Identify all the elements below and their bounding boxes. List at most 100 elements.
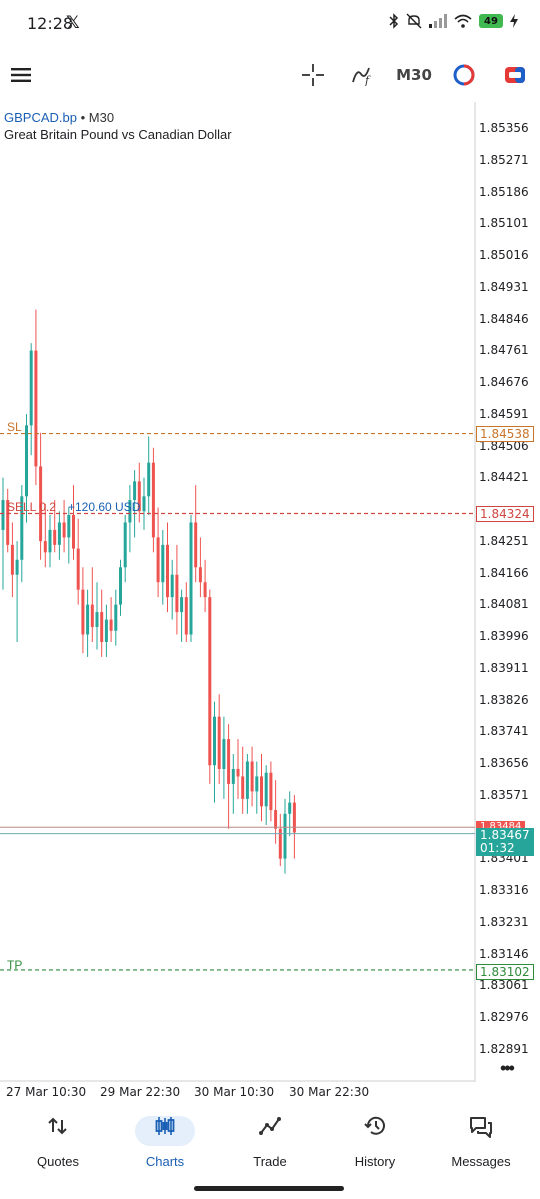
nav-trade[interactable]: Trade — [220, 1108, 320, 1178]
candle-body — [194, 522, 198, 568]
candle-body — [114, 604, 118, 631]
signal-icon — [429, 14, 447, 28]
candle-body — [175, 574, 179, 613]
price-axis-label: 1.85186 — [479, 184, 529, 199]
charging-icon — [510, 14, 518, 28]
candle-body — [15, 559, 19, 575]
candle-body — [25, 425, 28, 497]
candle-body — [34, 350, 38, 467]
wifi-icon — [454, 14, 472, 28]
candle-body — [250, 761, 254, 792]
candle-body — [76, 548, 80, 590]
nav-quotes-label: Quotes — [37, 1154, 79, 1169]
price-axis-label: 1.85101 — [479, 216, 529, 231]
price-axis-label: 1.84931 — [479, 279, 529, 294]
price-axis-label: 1.83571 — [479, 787, 529, 802]
candle-body — [29, 350, 33, 426]
status-bar: 12:28 𝕏 49 — [0, 0, 540, 48]
entry-price-box: 1.84324 — [476, 506, 534, 522]
nav-history[interactable]: History — [325, 1108, 425, 1178]
x-app-icon: 𝕏 — [66, 13, 80, 33]
candle-body — [147, 462, 151, 497]
candle-body — [288, 802, 292, 814]
nav-charts-label: Charts — [145, 1154, 185, 1169]
more-options-icon[interactable]: ••• — [500, 1058, 515, 1078]
timeframe-button[interactable]: M30 — [396, 66, 432, 84]
ask-price: 1.83467 — [480, 828, 530, 842]
candle-body — [10, 544, 14, 575]
nav-messages[interactable]: Messages — [431, 1108, 531, 1178]
title-separator: • — [80, 110, 86, 125]
home-indicator — [194, 1186, 344, 1191]
title-timeframe: M30 — [88, 110, 115, 125]
indicators-icon[interactable]: f — [348, 48, 378, 102]
price-axis-label: 1.83146 — [479, 946, 529, 961]
candle-body — [119, 567, 122, 605]
candle-body — [170, 574, 174, 598]
time-label: 29 Mar 22:30 — [100, 1085, 181, 1099]
price-axis-label: 1.84846 — [479, 311, 529, 326]
price-axis-label: 1.83316 — [479, 883, 529, 897]
price-axis-label: 1.84506 — [479, 438, 529, 453]
price-axis-label: 1.83061 — [479, 978, 529, 993]
price-axis-label: 1.83741 — [479, 724, 529, 739]
price-axis-label: 1.83826 — [479, 692, 529, 707]
candle-body — [260, 776, 263, 807]
history-icon — [345, 1116, 405, 1146]
chart-canvas[interactable] — [0, 102, 540, 1082]
candle-body — [241, 776, 245, 799]
objects-icon[interactable] — [449, 48, 479, 102]
price-axis-label: 1.83231 — [479, 914, 529, 929]
candlestick-chart[interactable] — [0, 102, 540, 1082]
candle-body — [274, 810, 278, 829]
price-axis-label: 1.84421 — [479, 470, 529, 485]
candle-body — [166, 544, 169, 598]
candle-body — [72, 514, 75, 549]
candle-body — [67, 514, 71, 538]
sl-line-label[interactable]: SL — [7, 420, 22, 434]
candle-body — [95, 612, 99, 628]
candle-body — [151, 462, 155, 538]
messages-icon — [451, 1116, 511, 1146]
candle-body — [245, 761, 249, 799]
price-axis-label: 1.85016 — [479, 248, 529, 262]
candle-body — [104, 619, 108, 642]
bottom-navigation: Quotes Charts Trade History Messages — [0, 1108, 540, 1178]
candle-body — [6, 500, 10, 545]
symbol-title: GBPCAD.bp • M30 — [4, 110, 114, 125]
symbol-description: Great Britain Pound vs Canadian Dollar — [4, 127, 232, 142]
nav-charts[interactable]: Charts — [115, 1108, 215, 1178]
entry-line-label[interactable]: SELL 0.2 — [7, 500, 56, 514]
price-axis-label: 1.83911 — [479, 660, 529, 675]
candle-body — [264, 772, 268, 807]
price-axis-label: 1.83656 — [479, 756, 529, 770]
candle-body — [227, 739, 231, 784]
status-icons: 49 — [389, 13, 518, 29]
candle-body — [81, 589, 85, 635]
candle-countdown: 01:32 — [480, 841, 515, 855]
tp-price-box: 1.83102 — [476, 964, 534, 980]
candle-body — [222, 739, 226, 769]
one-click-trade-icon[interactable] — [500, 48, 530, 102]
price-axis-label: 1.84081 — [479, 597, 529, 612]
tp-line-label[interactable]: TP — [7, 958, 23, 972]
candle-body — [180, 597, 184, 613]
candle-body — [156, 537, 160, 583]
entry-profit-label: +120.60 USD — [68, 500, 141, 514]
candle-body — [43, 541, 47, 553]
quotes-icon — [28, 1116, 88, 1146]
candle-body — [1, 500, 5, 530]
candle-body — [39, 466, 43, 542]
crosshair-icon[interactable] — [298, 48, 328, 102]
time-label: 27 Mar 10:30 — [6, 1085, 87, 1099]
nav-quotes[interactable]: Quotes — [8, 1108, 108, 1178]
price-axis-label: 1.84591 — [479, 406, 529, 421]
candle-body — [283, 813, 287, 859]
candle-body — [20, 496, 24, 560]
candle-body — [100, 612, 104, 642]
candle-body — [231, 768, 235, 784]
status-time: 12:28 — [27, 14, 74, 33]
candle-body — [123, 522, 127, 568]
hamburger-menu-icon[interactable] — [6, 48, 36, 102]
price-axis-label: 1.84251 — [479, 533, 529, 548]
